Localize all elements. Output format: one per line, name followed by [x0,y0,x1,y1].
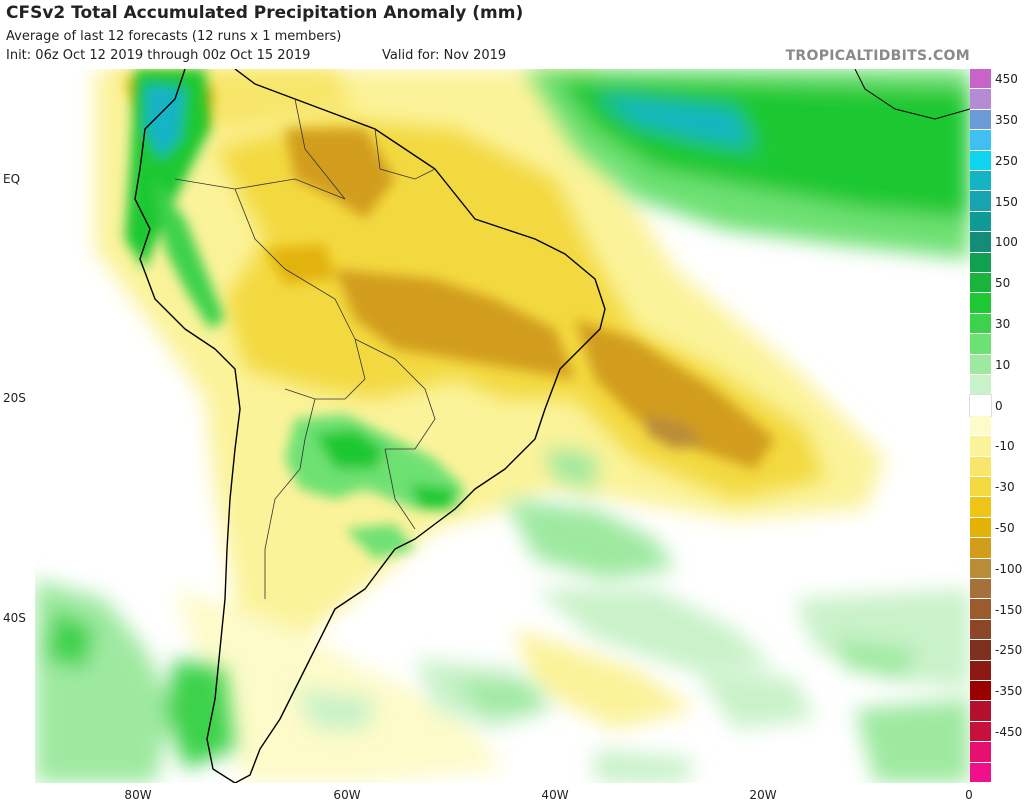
colorbar-swatch [970,660,991,681]
anomaly-fill-layer [35,69,970,783]
colorbar-swatch [970,313,991,335]
colorbar-swatch [970,375,991,396]
colorbar-swatch [970,762,991,783]
colorbar-swatch [969,394,992,417]
colorbar-swatch [970,497,991,518]
chart-subtitle: Average of last 12 forecasts (12 runs x … [6,29,342,44]
colorbar-tick-label: 350 [995,113,1018,127]
colorbar-swatch [970,69,991,90]
colorbar-tick-label: -10 [995,439,1015,454]
colorbar-swatch [970,619,991,641]
lon-label-40w: 40W [541,788,569,802]
lat-label-20s: 20S [3,391,26,405]
colorbar-swatch [970,579,991,600]
colorbar-swatch [970,415,991,437]
colorbar-swatch [970,334,991,355]
colorbar-swatch [970,130,991,151]
colorbar-tick-label: 250 [995,153,1018,168]
colorbar-legend: 450 350 250 150 100 50 30 10 0 -10 -30 -50 -100 -150-… [969,69,1024,783]
wet-itcz-band [525,69,970,259]
colorbar-tick-label: 150 [995,194,1018,209]
colorbar-tick-label: -250 [995,643,1023,658]
colorbar-swatch [970,171,991,192]
colorbar-tick-label: 50 [995,276,1011,291]
colorbar-swatch [970,354,991,375]
colorbar-swatch [970,721,991,743]
lon-label-20w: 20W [749,788,777,802]
colorbar-swatch [970,273,991,294]
init-time-label: Init: 06z Oct 12 2019 through 00z Oct 15… [6,48,311,63]
colorbar-tick-label: -50 [995,521,1015,535]
precipitation-anomaly-map[interactable] [35,69,970,783]
colorbar-swatch [970,640,991,661]
colorbar-swatch [970,477,991,498]
site-brand: TROPICALTIDBITS.COM [785,48,970,64]
colorbar-swatch [970,456,991,477]
colorbar-swatch [970,109,991,131]
colorbar-tick-label: -450 [995,725,1023,739]
colorbar-tick-label: 100 [995,235,1018,250]
caribbean-coastline [854,69,970,120]
wet-laplata-region [285,414,465,559]
colorbar-swatch [970,742,991,763]
colorbar-swatch [970,517,991,539]
wet-andes-region [125,69,225,329]
lon-label-80w: 80W [124,788,152,802]
colorbar-swatch [970,191,991,212]
map-canvas [35,69,970,783]
valid-time-label: Valid for: Nov 2019 [382,48,507,63]
colorbar-swatch [970,701,991,722]
colorbar-swatch [970,538,991,559]
lat-label-eq: EQ [3,172,21,186]
colorbar-swatch [970,150,991,171]
colorbar-swatch [970,232,991,253]
lon-label-0: 0 [965,788,973,802]
colorbar-tick-label: 10 [995,357,1011,372]
colorbar-swatch [970,558,991,579]
lon-label-60w: 60W [333,788,361,802]
colorbar-swatch [970,599,991,620]
colorbar-swatch [970,211,991,233]
colorbar-tick-label: -30 [995,480,1015,495]
lat-label-40s: 40S [3,611,26,625]
chart-title: CFSv2 Total Accumulated Precipitation An… [6,3,524,23]
country-borders [174,98,436,599]
colorbar-swatch [970,436,991,457]
colorbar-swatch [970,681,991,702]
colorbar-tick-label: -150 [995,602,1023,617]
colorbar-tick-label: 0 [995,398,1003,413]
colorbar-swatch [970,89,991,110]
colorbar-tick-label: -350 [995,684,1023,699]
colorbar-tick-label: 450 [995,72,1018,87]
wet-southern-patches [35,449,970,783]
colorbar-tick-label: 30 [995,317,1011,331]
colorbar-swatch [970,293,991,314]
south-america-coastline [134,69,606,783]
colorbar-tick-label: -100 [995,561,1023,576]
colorbar-swatch [970,252,991,273]
